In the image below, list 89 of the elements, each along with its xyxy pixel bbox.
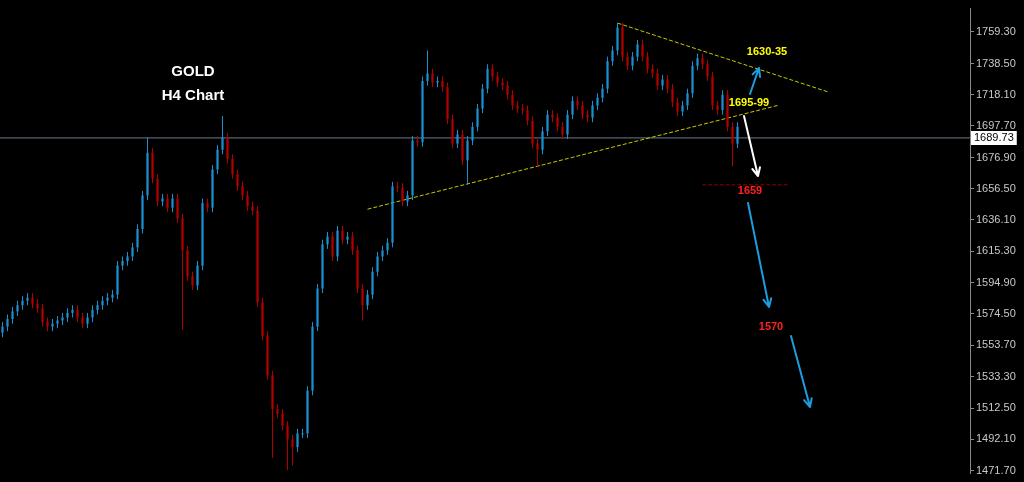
candlestick [41,303,44,328]
candlestick [156,173,159,207]
candlestick [511,89,514,111]
candlestick [526,104,529,126]
y-tick-label: 1471.70 [976,463,1016,476]
annotation: 1570 [758,320,784,333]
candlestick [631,51,634,71]
y-tick-label: 1656.50 [976,181,1016,194]
candlestick [136,223,139,253]
candlestick [376,251,379,277]
candlestick [191,271,194,291]
candlestick [281,408,284,431]
y-tick-label: 1512.50 [976,401,1016,414]
candlestick [366,289,369,311]
annotation: 1630-35 [746,45,788,58]
annotation: 1695-99 [728,96,770,109]
text: GOLD [171,62,215,80]
candlestick [176,193,179,224]
candlestick [556,112,559,132]
candlestick [331,231,334,262]
candlestick [541,126,544,155]
candlestick [196,260,199,291]
candlestick [171,193,174,213]
candlestick [216,144,219,175]
y-tick-label: 1738.50 [976,56,1016,69]
candlestick [466,135,469,186]
candlestick [571,95,574,120]
annotation: 1659 [737,184,763,197]
candlestick [471,121,474,146]
candlestick [536,138,539,167]
y-tick-label: 1759.30 [976,24,1016,37]
ref-line-label: 1689.73 [974,130,1014,143]
candlestick [666,74,669,94]
candlestick [531,115,534,149]
candlestick [721,89,724,116]
candlestick [591,100,594,123]
candlestick [221,115,224,155]
candlestick [736,121,739,149]
candlestick [626,51,629,71]
y-tick-label: 1676.90 [976,150,1016,163]
candlestick [706,59,709,82]
candlestick [361,283,364,322]
candlestick [636,39,639,62]
candlestick [166,193,169,213]
text: H4 Chart [161,86,225,104]
candlestick [581,100,584,120]
candlestick [616,22,619,56]
candlestick [646,51,649,74]
candlestick [481,83,484,114]
candlestick [371,266,374,300]
candlestick [431,68,434,88]
candlestick [671,83,674,108]
candlestick [566,109,569,140]
candlestick [521,103,524,116]
candlestick [226,132,229,164]
candlestick [231,153,234,180]
candlestick [426,50,429,87]
candlestick [601,83,604,103]
y-tick-label: 1553.70 [976,338,1016,351]
candlestick [641,39,644,62]
candlestick [476,103,479,132]
candlestick [546,109,549,137]
candlestick [296,428,299,453]
candlestick [236,169,239,192]
y-tick-label: 1636.10 [976,212,1016,225]
candlestick [731,121,734,167]
y-tick-label: 1615.30 [976,244,1016,257]
candlestick [341,225,344,245]
candlestick [241,181,244,201]
y-tick-label: 1594.90 [976,275,1016,288]
candlestick [456,129,459,149]
candlestick [401,182,404,207]
candlestick [291,434,294,466]
y-tick-label: 1697.70 [976,118,1016,131]
candlestick [686,88,689,111]
candlestick [676,97,679,117]
y-tick-label: 1492.10 [976,432,1016,445]
candlestick [131,242,134,262]
candlestick [506,80,509,100]
candlestick [611,45,614,67]
candlestick [246,190,249,212]
candlestick [351,231,354,256]
y-tick-label: 1533.30 [976,369,1016,382]
candlestick [416,135,419,148]
candlestick [486,63,489,94]
candlestick [656,68,659,91]
y-tick-label: 1718.10 [976,87,1016,100]
candlestick [286,420,289,471]
y-tick-label: 1574.50 [976,306,1016,319]
